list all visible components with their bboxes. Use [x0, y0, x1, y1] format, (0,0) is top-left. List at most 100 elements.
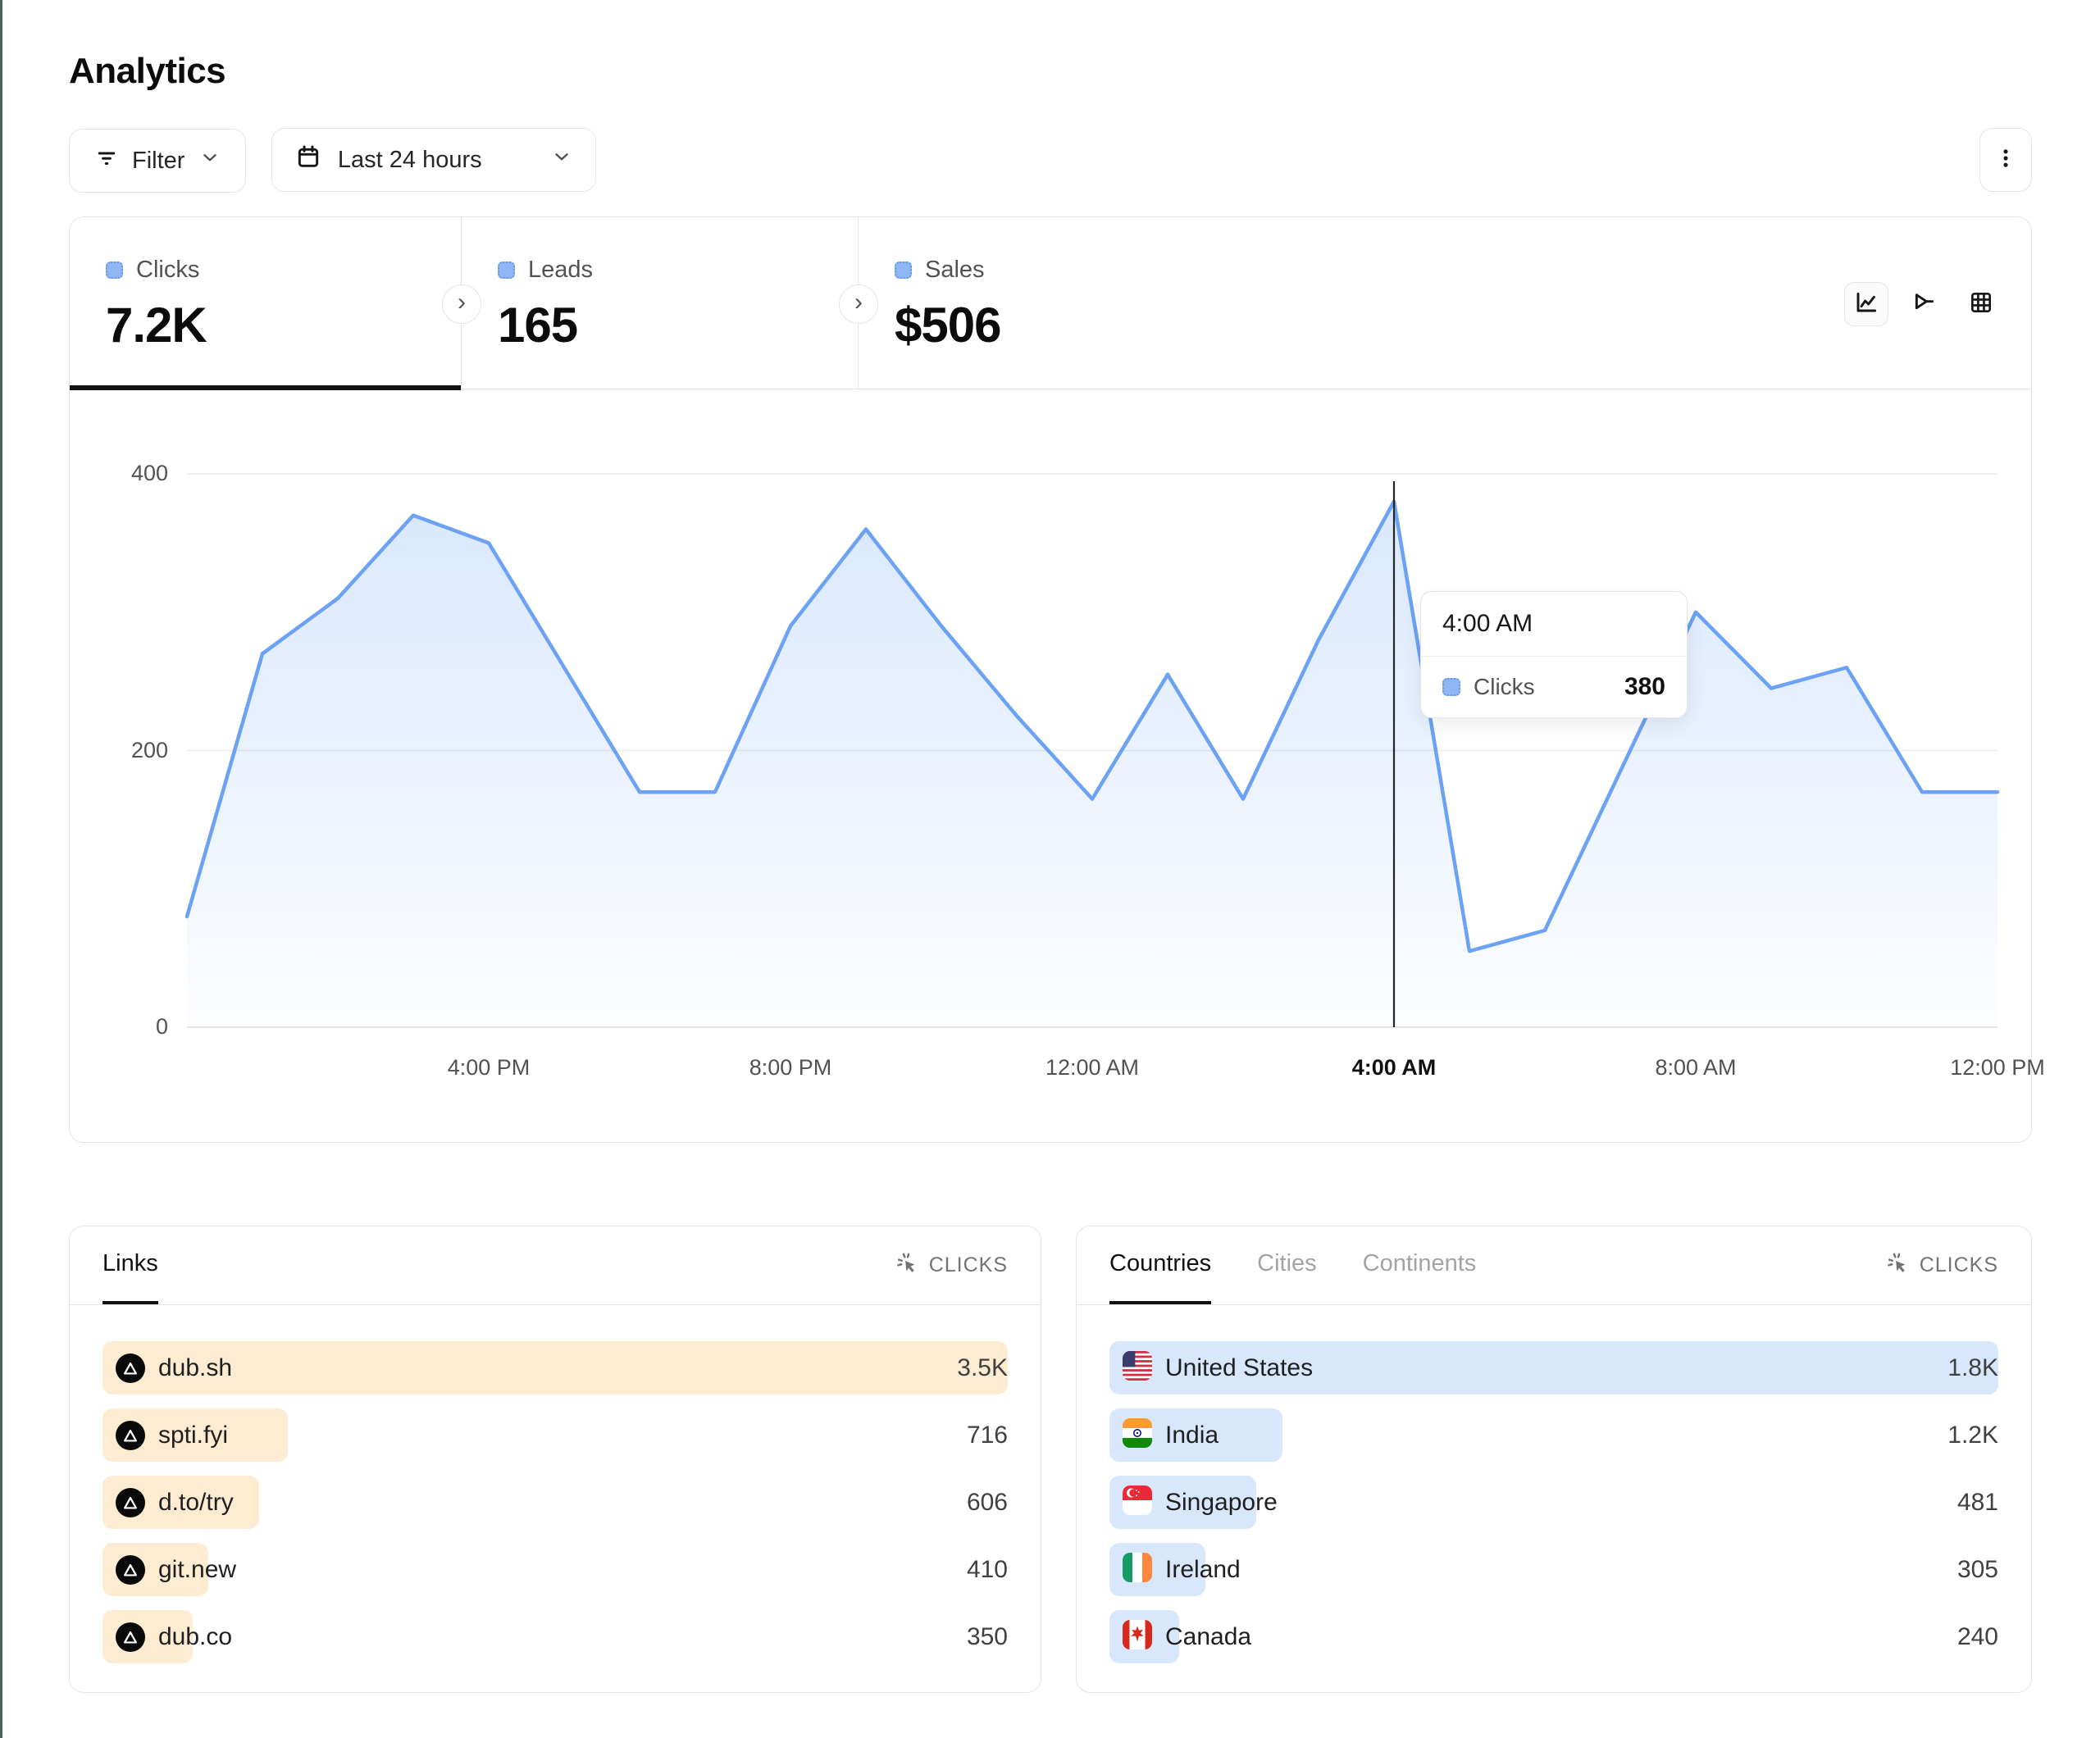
country-label: Canada: [1165, 1622, 1252, 1650]
tab-leads[interactable]: Leads 165: [462, 217, 859, 389]
leads-tab-label: Leads: [528, 257, 594, 283]
country-row-india[interactable]: India 1.2K: [1109, 1408, 1998, 1462]
link-row-d-to-try[interactable]: d.to/try 606: [102, 1476, 1008, 1529]
tooltip-series-square: [1442, 678, 1460, 696]
date-range-label: Last 24 hours: [337, 146, 482, 173]
chevron-down-icon: [551, 146, 572, 174]
country-label: India: [1165, 1421, 1219, 1449]
sg-flag-icon: [1123, 1485, 1152, 1519]
links-panel: Links CLICKS dub.sh 3.5K spti.fyi 716 d.to/t…: [69, 1226, 1041, 1693]
links-panel-header: Links CLICKS: [70, 1226, 1041, 1305]
tab-links[interactable]: Links: [102, 1226, 158, 1304]
calendar-icon: [295, 143, 321, 176]
x-axis-tick-label: 8:00 AM: [1655, 1055, 1737, 1080]
tooltip-time: 4:00 AM: [1421, 592, 1687, 657]
table-view-button[interactable]: [1959, 282, 2003, 326]
leads-tab-value: 165: [498, 298, 578, 353]
dub-logo-icon: [116, 1420, 145, 1450]
country-row-canada[interactable]: Canada 240: [1109, 1610, 1998, 1663]
countries-panel: Countries Cities Continents CLICKS Unite…: [1076, 1226, 2032, 1693]
tab-countries[interactable]: Countries: [1109, 1226, 1212, 1304]
links-metric-toggle[interactable]: CLICKS: [895, 1226, 1008, 1304]
link-value: 410: [966, 1555, 1008, 1583]
dub-logo-icon: [116, 1554, 145, 1585]
more-options-button[interactable]: [1979, 128, 2032, 192]
country-bar: [1109, 1341, 1998, 1394]
chart-plot[interactable]: [70, 389, 2030, 1142]
y-axis-tick-label: 0: [155, 1014, 168, 1039]
country-value: 1.2K: [1947, 1421, 1998, 1449]
funnel-view-button[interactable]: [1902, 282, 1946, 326]
x-axis-tick-label: 8:00 PM: [749, 1055, 832, 1080]
dub-logo-icon: [116, 1353, 145, 1383]
tab-clicks[interactable]: Clicks 7.2K: [70, 217, 462, 390]
clicks-area-chart[interactable]: 0 200 400 4:00 PM 8:00 PM 12:00 AM 4:00 AM 8:00…: [70, 389, 2045, 1142]
tooltip-series-value: 380: [1624, 673, 1665, 700]
country-label: United States: [1165, 1354, 1314, 1381]
tab-continents[interactable]: Continents: [1362, 1250, 1477, 1276]
clicks-tab-value: 7.2K: [106, 298, 207, 353]
x-axis-tick-label: 4:00 AM: [1351, 1055, 1437, 1080]
country-row-ireland[interactable]: Ireland 305: [1109, 1543, 1998, 1596]
sales-tab-label: Sales: [925, 257, 985, 283]
countries-metric-label: CLICKS: [1919, 1253, 1998, 1276]
ie-flag-icon: [1123, 1553, 1152, 1586]
link-label: git.new: [158, 1555, 237, 1583]
countries-panel-header: Countries Cities Continents CLICKS: [1077, 1226, 2031, 1305]
filter-button[interactable]: Filter: [69, 129, 247, 193]
filter-icon: [94, 145, 119, 176]
funnel-icon: [1911, 289, 1937, 320]
link-value: 350: [966, 1622, 1008, 1650]
link-bar: [102, 1341, 1008, 1394]
analytics-card: Clicks 7.2K Leads 165 Sales $506 ›: [69, 216, 2045, 1143]
chart-view-toolbar: [1844, 282, 2003, 326]
link-label: d.to/try: [158, 1488, 234, 1516]
page-title: Analytics: [69, 51, 226, 91]
link-value: 716: [966, 1421, 1008, 1449]
link-row-dub-co[interactable]: dub.co 350: [102, 1610, 1008, 1663]
leads-legend-square: [498, 262, 515, 279]
us-flag-icon: [1123, 1351, 1152, 1385]
sales-legend-square: [895, 262, 912, 279]
y-axis-tick-label: 200: [130, 737, 168, 762]
dub-logo-icon: [116, 1622, 145, 1652]
kebab-menu-icon: [1994, 147, 2017, 174]
grid-table-icon: [1968, 289, 1994, 320]
link-value: 606: [966, 1488, 1008, 1516]
tab-sales[interactable]: Sales $506: [859, 217, 2031, 389]
x-axis-tick-label: 12:00 PM: [1950, 1055, 2045, 1080]
country-value: 481: [1957, 1488, 1998, 1516]
country-row-united-states[interactable]: United States 1.8K: [1109, 1341, 1998, 1394]
country-value: 305: [1957, 1555, 1998, 1583]
countries-metric-toggle[interactable]: CLICKS: [1885, 1226, 1998, 1304]
next-stat-chevron-button[interactable]: ›: [442, 284, 481, 324]
clicks-tab-label: Clicks: [136, 257, 200, 283]
line-chart-view-button[interactable]: [1844, 282, 1888, 326]
link-row-spti-fyi[interactable]: spti.fyi 716: [102, 1408, 1008, 1462]
ca-flag-icon: [1123, 1620, 1152, 1654]
stat-tabs: Clicks 7.2K Leads 165 Sales $506 ›: [70, 217, 2031, 390]
date-range-button[interactable]: Last 24 hours: [271, 128, 596, 192]
country-label: Singapore: [1165, 1488, 1278, 1516]
tooltip-series-label: Clicks: [1474, 674, 1535, 699]
active-tab-underline: [70, 384, 461, 390]
country-label: Ireland: [1165, 1555, 1241, 1583]
link-label: dub.co: [158, 1622, 233, 1650]
country-value: 240: [1957, 1622, 1998, 1650]
clicks-line: [184, 499, 2000, 953]
link-row-dub-sh[interactable]: dub.sh 3.5K: [102, 1341, 1008, 1394]
link-label: spti.fyi: [158, 1421, 229, 1449]
in-flag-icon: [1123, 1418, 1152, 1452]
chart-tooltip: 4:00 AM Clicks 380: [1420, 591, 1688, 718]
tab-cities[interactable]: Cities: [1257, 1250, 1317, 1276]
sales-tab-value: $506: [895, 298, 1001, 353]
toolbar: Filter Last 24 hours: [69, 128, 2032, 193]
link-label: dub.sh: [158, 1354, 233, 1381]
link-row-git-new[interactable]: git.new 410: [102, 1543, 1008, 1596]
link-value: 3.5K: [957, 1354, 1008, 1381]
next-stat-chevron-button[interactable]: ›: [839, 284, 878, 324]
x-axis-tick-label: 12:00 AM: [1045, 1055, 1140, 1080]
dub-logo-icon: [116, 1487, 145, 1517]
country-row-singapore[interactable]: Singapore 481: [1109, 1476, 1998, 1529]
chevron-down-icon: [199, 147, 221, 175]
